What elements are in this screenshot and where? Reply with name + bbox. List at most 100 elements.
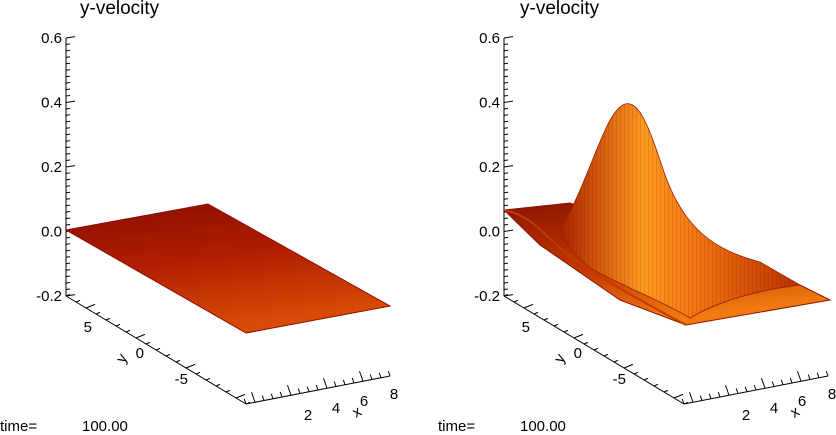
left-z-tick xyxy=(65,62,71,65)
right-x-tick-label: 6 xyxy=(798,393,806,410)
right-z-tick xyxy=(503,75,509,78)
right-x-tick xyxy=(681,398,685,405)
left-z-tick-label: 0.2 xyxy=(41,159,62,176)
left-z-tick xyxy=(65,185,71,187)
left-z-tick xyxy=(65,165,76,168)
right-y-tick xyxy=(573,333,584,339)
left-x-tick xyxy=(243,398,247,405)
left-y-tick xyxy=(235,393,246,399)
left-z-tick xyxy=(65,75,71,78)
left-y-tick xyxy=(165,353,171,357)
left-z-tick xyxy=(65,114,71,116)
left-z-tick xyxy=(65,236,71,239)
right-z-tick xyxy=(503,262,509,265)
right-y-axis-label: y xyxy=(551,351,570,366)
left-x-tick xyxy=(323,378,328,389)
left-z-tick xyxy=(65,133,71,136)
left-z-tick xyxy=(65,100,76,103)
right-axes xyxy=(503,36,829,405)
left-x-tick xyxy=(261,395,265,401)
right-z-tick xyxy=(503,217,509,220)
left-surface-plot: 0.60.40.20.0-0.250-5y2 4 6 8x xyxy=(36,30,398,424)
right-z-tick xyxy=(503,159,509,162)
left-x-tick xyxy=(251,392,256,403)
left-plot-title: y-velocity xyxy=(80,0,160,19)
right-x-tick xyxy=(689,392,694,403)
right-z-tick xyxy=(503,223,509,226)
right-y-tick xyxy=(533,311,539,315)
right-x-tick xyxy=(816,372,820,378)
left-z-tick xyxy=(65,140,71,142)
left-z-tick xyxy=(65,172,71,174)
right-z-tick xyxy=(503,120,509,123)
left-x-tick xyxy=(378,372,382,378)
right-x-tick xyxy=(771,381,775,387)
left-z-tick xyxy=(65,82,71,84)
left-z-tick xyxy=(65,243,71,245)
left-z-tick xyxy=(65,249,71,252)
right-z-tick xyxy=(503,82,509,84)
left-z-tick xyxy=(65,262,71,265)
left-y-tick xyxy=(205,377,211,381)
right-x-tick xyxy=(708,393,712,399)
right-y-tick xyxy=(643,377,649,381)
left-z-tick xyxy=(65,69,71,71)
right-z-tick xyxy=(503,204,509,207)
left-z-tick xyxy=(65,191,71,194)
right-time-label: time= xyxy=(438,418,476,435)
left-y-tick xyxy=(125,329,131,333)
left-y-tick xyxy=(105,317,111,321)
left-z-tick xyxy=(65,275,71,278)
left-flat-surface xyxy=(64,203,392,334)
left-x-tick-label: 8 xyxy=(390,386,398,403)
right-x-tick xyxy=(807,374,811,380)
right-y-tick xyxy=(653,383,659,387)
right-y-tick xyxy=(613,359,619,363)
right-plot-title: y-velocity xyxy=(520,0,600,19)
right-z-tick xyxy=(503,146,509,149)
left-x-tick xyxy=(279,391,283,398)
right-z-tick-label: -0.2 xyxy=(474,288,500,305)
left-y-tick xyxy=(115,323,121,327)
right-z-tick xyxy=(503,229,514,232)
right-surface-plot: 0.60.40.20.0-0.250-5y2 4 6 8x xyxy=(474,30,836,424)
left-z-tick-label: -0.2 xyxy=(36,288,62,305)
left-z-tick xyxy=(65,159,71,162)
right-y-tick xyxy=(623,363,634,369)
right-surface-front-edge xyxy=(503,209,687,326)
left-y-tick xyxy=(195,371,201,375)
left-z-tick xyxy=(65,94,71,97)
right-y-tick xyxy=(503,293,509,297)
right-z-tick xyxy=(503,249,509,252)
left-y-tick xyxy=(155,347,161,351)
right-z-tick xyxy=(503,114,509,116)
left-x-tick xyxy=(369,374,373,380)
right-z-tick xyxy=(503,107,509,110)
left-y-tick-label: -5 xyxy=(175,371,188,388)
left-y-tick xyxy=(185,363,196,369)
left-z-tick xyxy=(65,56,71,58)
right-y-tick xyxy=(543,317,549,321)
left-y-tick xyxy=(75,299,81,303)
left-y-tick xyxy=(215,383,221,387)
right-z-tick xyxy=(503,269,509,271)
right-x-tick xyxy=(744,386,748,392)
left-y-tick xyxy=(225,389,231,393)
right-y-tick xyxy=(553,323,559,327)
right-z-tick xyxy=(503,56,509,58)
right-z-tick xyxy=(503,243,509,245)
right-z-tick-label: 0.4 xyxy=(479,95,500,112)
left-y-tick xyxy=(85,303,96,309)
left-z-tick-label: 0.4 xyxy=(41,95,62,112)
left-z-tick-label: 0.6 xyxy=(41,30,62,47)
right-z-tick xyxy=(503,185,509,187)
right-y-tick xyxy=(603,353,609,357)
right-z-tick xyxy=(503,282,509,284)
right-z-tick xyxy=(503,69,509,71)
left-z-tick xyxy=(65,49,71,52)
left-x-tick-label: 2 xyxy=(304,407,312,424)
left-y-tick xyxy=(145,341,151,345)
right-y-tick-label: -5 xyxy=(613,371,626,388)
right-x-tick xyxy=(717,391,721,398)
